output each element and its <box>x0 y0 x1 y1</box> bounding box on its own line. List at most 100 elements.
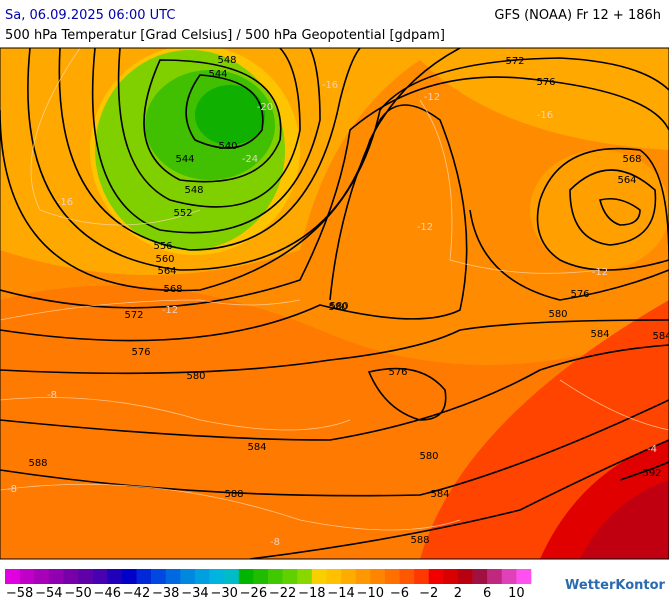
temperature-label: -12 <box>592 267 608 278</box>
contour-label: 556 <box>153 241 172 252</box>
colorbar-label: −14 <box>327 586 354 600</box>
contour-label: 588 <box>28 458 47 469</box>
temperature-label: -16 <box>322 80 338 91</box>
colorbar-label: −50 <box>64 586 91 600</box>
colorbar-cell <box>136 569 152 584</box>
colorbar-cell <box>34 569 50 584</box>
colorbar-label: −42 <box>123 586 150 600</box>
contour-label: 552 <box>173 208 192 219</box>
temperature-label: -20 <box>257 102 273 113</box>
colorbar-label: −10 <box>357 586 384 600</box>
temperature-label: -8 <box>7 484 17 495</box>
map <box>0 48 669 559</box>
colorbar-label: −18 <box>298 586 325 600</box>
colorbar-label: −38 <box>152 586 179 600</box>
colorbar-cell <box>209 569 225 584</box>
colorbar-cell <box>282 569 298 584</box>
temperature-label: -8 <box>47 390 57 401</box>
temperature-label: -12 <box>424 92 440 103</box>
colorbar-cell <box>457 569 473 584</box>
temperature-label: -16 <box>57 197 73 208</box>
colorbar-cell <box>487 569 503 584</box>
contour-label: 580 <box>548 309 567 320</box>
contour-label: 584 <box>590 329 609 340</box>
contour-label: 572 <box>505 56 524 67</box>
contour-label: 544 <box>175 154 194 165</box>
colorbar-label: 10 <box>508 586 525 600</box>
contour-label: 576 <box>388 367 407 378</box>
temperature-label: -24 <box>242 154 258 165</box>
colorbar-label: −34 <box>181 586 208 600</box>
colorbar-cell <box>341 569 356 584</box>
colorbar-cell <box>399 569 415 584</box>
colorbar-cell <box>224 569 240 584</box>
colorbar-label: −58 <box>6 586 33 600</box>
colorbar-cell <box>268 569 283 584</box>
contour-label: 576 <box>131 347 150 358</box>
contour-label: 560 <box>155 254 174 265</box>
contour-label: 544 <box>208 69 227 80</box>
colorbar-cell <box>326 569 342 584</box>
temperature-label: -12 <box>417 222 433 233</box>
contour-label: 540 <box>218 141 237 152</box>
colorbar-cell <box>48 569 64 584</box>
colorbar-cell <box>151 569 167 584</box>
contour-label: 580 <box>419 451 438 462</box>
colorbar-label: −46 <box>94 586 121 600</box>
temperature-label: -16 <box>537 110 553 121</box>
contour-label: 576 <box>570 289 589 300</box>
colorbar-cell <box>355 569 371 584</box>
contour-label: 572 <box>124 310 143 321</box>
colorbar-cell <box>63 569 79 584</box>
map-frame <box>0 47 669 560</box>
colorbar-cell <box>165 569 181 584</box>
contour-label: 584 <box>247 442 266 453</box>
colorbar-cell <box>19 569 35 584</box>
colorbar-label: 2 <box>454 586 462 600</box>
colorbar: −58 −54 −50 −46 −42 −38 −34 −30 −26 −22 −18 −14 −10−… <box>5 569 532 601</box>
colorbar-cell <box>384 569 400 584</box>
colorbar-label: −2 <box>419 586 438 600</box>
contour-label: 592 <box>642 468 661 479</box>
colorbar-cell <box>121 569 137 584</box>
contour-label: 584 <box>430 489 449 500</box>
contour-label: 588 <box>224 489 243 500</box>
colorbar-cell <box>107 569 123 584</box>
colorbar-label: −30 <box>210 586 237 600</box>
colorbar-cell <box>253 569 269 584</box>
temperature-label: -12 <box>162 305 178 316</box>
colorbar-cell <box>238 569 254 584</box>
colorbar-cell <box>501 569 517 584</box>
contour-label: 580 <box>328 302 347 313</box>
date-label: Sa, 06.09.2025 06:00 UTC <box>5 8 175 23</box>
contour-label: 568 <box>622 154 641 165</box>
temperature-label: -8 <box>270 537 280 548</box>
colorbar-label: −26 <box>240 586 267 600</box>
colorbar-cell <box>194 569 210 584</box>
colorbar-label: −54 <box>35 586 62 600</box>
colorbar-cell <box>92 569 108 584</box>
logo: WetterKontor <box>565 578 666 593</box>
colorbar-label: −6 <box>390 586 409 600</box>
colorbar-cell <box>472 569 488 584</box>
contour-label: 548 <box>184 185 203 196</box>
colorbar-cell <box>78 569 93 584</box>
contour-label: 564 <box>617 175 636 186</box>
contour-label: 584 <box>652 331 669 342</box>
contour-label: 588 <box>410 535 429 546</box>
contour-label: 576 <box>536 77 555 88</box>
temperature-label: -4 <box>647 444 657 455</box>
colorbar-cell <box>5 569 20 584</box>
contour-label: 564 <box>157 266 176 277</box>
colorbar-cell <box>516 569 532 584</box>
contour-label: 580 <box>329 301 348 312</box>
colorbar-label: −22 <box>269 586 296 600</box>
colorbar-label: 6 <box>483 586 491 600</box>
colorbar-cell <box>414 569 430 584</box>
colorbar-cell <box>370 569 386 584</box>
contour-label: 568 <box>163 284 182 295</box>
colorbar-cell <box>180 569 196 584</box>
colorbar-cell <box>297 569 313 584</box>
colorbar-cell <box>443 569 459 584</box>
